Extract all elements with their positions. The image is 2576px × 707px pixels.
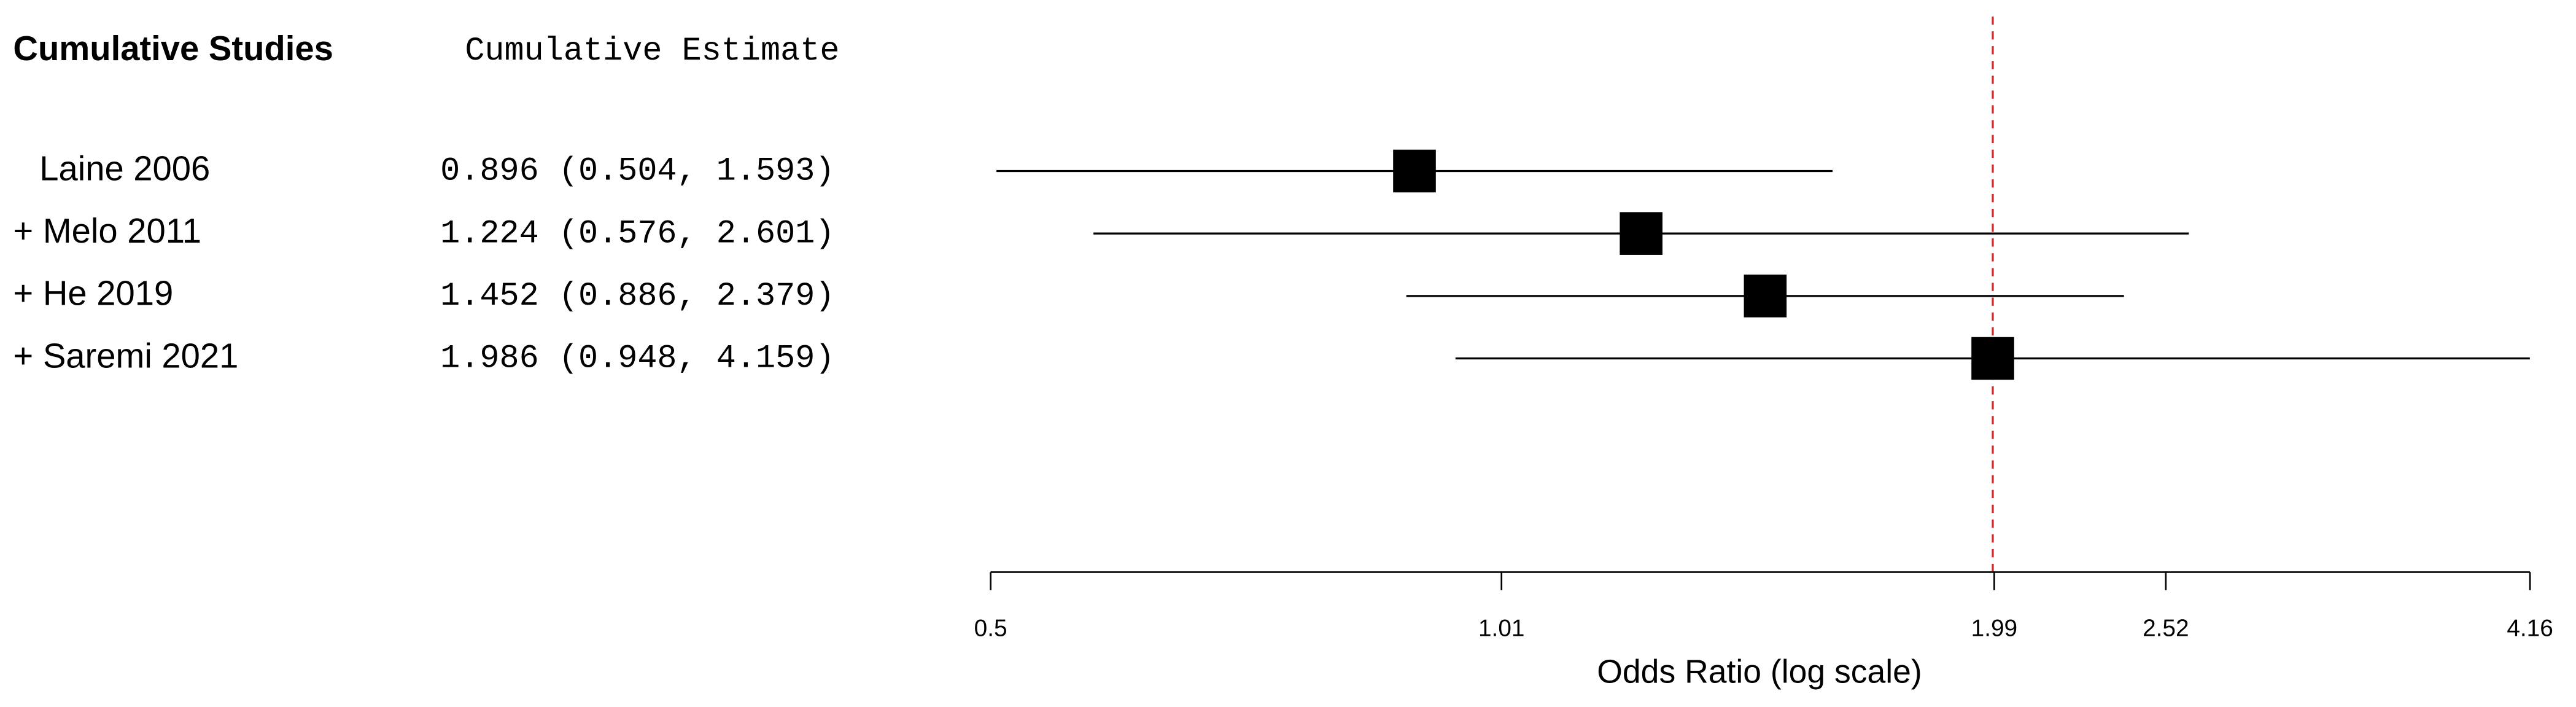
study-label: Laine 2006	[39, 149, 210, 187]
study-label: + Melo 2011	[13, 211, 201, 250]
study-label: + Saremi 2021	[13, 336, 238, 375]
estimate-label: 0.896 (0.504, 1.593)	[440, 153, 834, 190]
x-tick-label: 0.5	[974, 615, 1007, 641]
x-tick-label: 1.99	[1971, 615, 2018, 641]
x-tick-label: 4.16	[2507, 615, 2553, 641]
x-tick-label: 1.01	[1478, 615, 1525, 641]
study-label: + He 2019	[13, 274, 173, 313]
column-header: Cumulative Estimate	[465, 33, 839, 70]
estimate-label: 1.224 (0.576, 2.601)	[440, 215, 834, 252]
x-tick-label: 2.52	[2143, 615, 2189, 641]
point-estimate	[1620, 212, 1662, 255]
point-estimate	[1393, 149, 1436, 193]
point-estimate	[1971, 337, 2014, 380]
column-header: Cumulative Studies	[13, 29, 333, 68]
estimate-label: 1.452 (0.886, 2.379)	[440, 278, 834, 315]
x-axis-label: Odds Ratio (log scale)	[1597, 654, 1922, 690]
point-estimate	[1744, 275, 1787, 318]
estimate-label: 1.986 (0.948, 4.159)	[440, 340, 834, 378]
